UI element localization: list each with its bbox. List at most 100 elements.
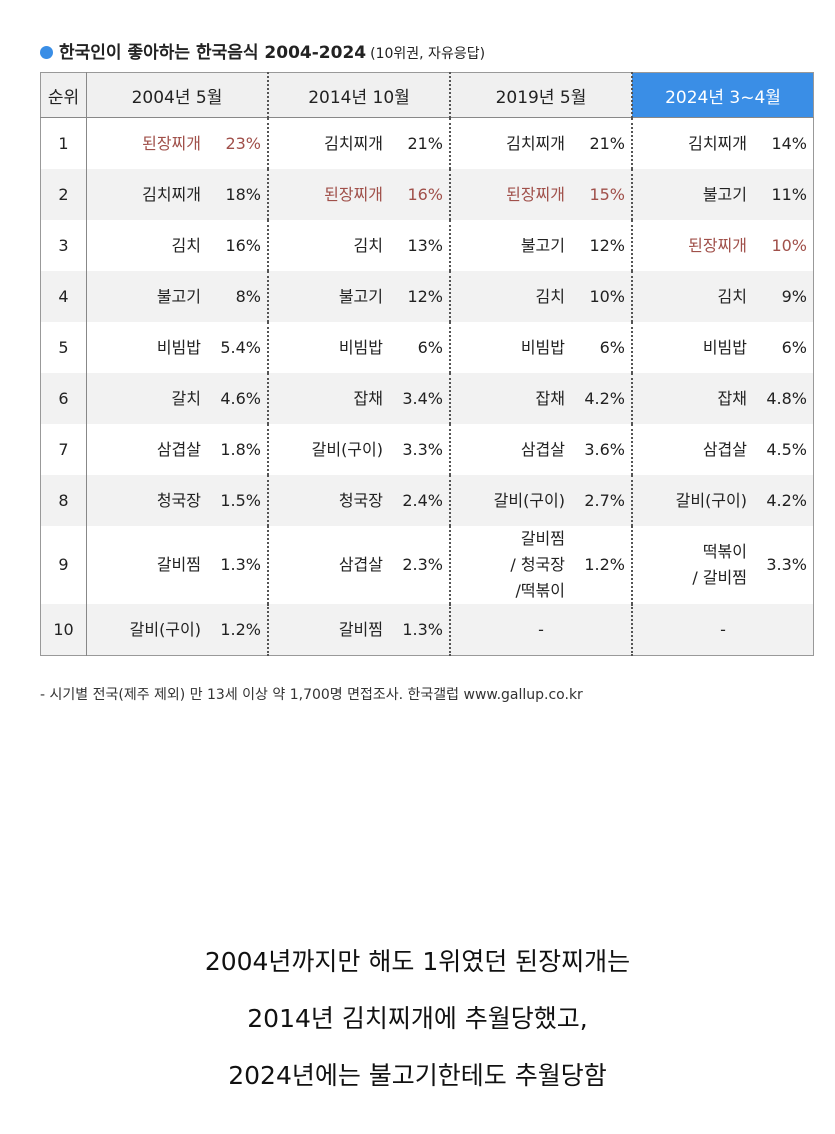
share: 15% bbox=[571, 169, 632, 220]
food-cell: 김치 bbox=[631, 271, 753, 322]
food-name: 갈비찜 bbox=[520, 529, 565, 548]
food-name: /떡볶이 bbox=[515, 581, 565, 600]
food-name: 불고기 bbox=[520, 235, 565, 255]
ranking-table: 순위 2004년 5월 2014년 10월 2019년 5월 2024년 3~4월 1 된장… bbox=[40, 72, 814, 656]
table-row: 10 갈비(구이) 1.2% 갈비찜 1.3% - - bbox=[40, 604, 814, 656]
food-name: 청국장 bbox=[338, 490, 383, 510]
food-cell: 비빔밥 bbox=[631, 322, 753, 373]
table-row: 4 불고기 8% 불고기 12% 김치 10% 김치 9% bbox=[40, 271, 814, 322]
title: 한국인이 좋아하는 한국음식 2004-2024 bbox=[59, 43, 367, 63]
food-name: 삼겹살 bbox=[702, 439, 747, 459]
column-header: 2019년 5월 bbox=[449, 72, 632, 118]
food-name: - bbox=[720, 619, 726, 639]
title-block: 한국인이 좋아하는 한국음식 2004-2024 (10위권, 자유응답) bbox=[40, 38, 485, 63]
share: 1.2% bbox=[584, 555, 625, 574]
caption-line: 2014년 김치찌개에 추월당했고, bbox=[247, 1004, 588, 1033]
food-cell: 잡채 bbox=[631, 373, 753, 424]
food-cell: - bbox=[631, 604, 814, 656]
food-cell: 김치 bbox=[449, 271, 571, 322]
share: 14% bbox=[771, 133, 807, 153]
food-name: 떡볶이 bbox=[702, 542, 747, 561]
food-name: 비빔밥 bbox=[156, 337, 201, 357]
food-cell: 김치찌개 bbox=[267, 117, 389, 169]
food-name: 김치 bbox=[717, 286, 747, 306]
share: 16% bbox=[389, 169, 450, 220]
share: 4.2% bbox=[571, 373, 632, 424]
column-header: 2014년 10월 bbox=[267, 72, 450, 118]
rank: 7 bbox=[40, 424, 87, 475]
table-row: 6 갈치 4.6% 잡채 3.4% 잡채 4.2% 잡채 4.8% bbox=[40, 373, 814, 424]
food-name: 삼겹살 bbox=[338, 555, 383, 574]
food-cell: 된장찌개 bbox=[87, 118, 208, 170]
share: 4.5% bbox=[766, 439, 807, 459]
food-name: 갈치 bbox=[171, 388, 201, 408]
food-name: 김치 bbox=[353, 235, 383, 255]
food-cell: 불고기 bbox=[86, 271, 207, 322]
food-name: 청국장 bbox=[156, 490, 201, 510]
share: 9% bbox=[753, 271, 814, 322]
share: 21% bbox=[589, 133, 625, 153]
column-header: 순위 bbox=[40, 72, 87, 118]
food-name: 불고기 bbox=[156, 286, 201, 306]
food-name: 갈비(구이) bbox=[493, 490, 565, 510]
share: 6% bbox=[417, 337, 443, 357]
food-cell: 청국장 bbox=[267, 475, 389, 526]
food-name: 김치 bbox=[535, 286, 565, 306]
rank: 5 bbox=[40, 322, 87, 373]
food-name: 된장찌개 bbox=[506, 184, 565, 204]
footnote: - 시기별 전국(제주 제외) 만 13세 이상 약 1,700명 면접조사. … bbox=[40, 687, 583, 703]
table-row: 2 김치찌개 18% 된장찌개 16% 된장찌개 15% 불고기 11% bbox=[40, 169, 814, 220]
food-name: 비빔밥 bbox=[702, 337, 747, 357]
food-name: 된장찌개 bbox=[142, 133, 201, 153]
food-cell: 비빔밥 bbox=[87, 322, 208, 373]
table-row: 5 비빔밥 5.4% 비빔밥 6% 비빔밥 6% 비빔밥 6% bbox=[40, 322, 814, 373]
share: 2.7% bbox=[571, 475, 632, 526]
share: 6% bbox=[599, 337, 625, 357]
caption-line: 2024년에는 불고기한테도 추월당함 bbox=[228, 1061, 607, 1090]
food-cell: 갈비(구이) bbox=[267, 424, 389, 475]
food-cell: 갈비(구이) bbox=[631, 475, 753, 526]
share: 3.6% bbox=[584, 439, 625, 459]
food-cell: - bbox=[449, 604, 632, 656]
share: 5.4% bbox=[220, 337, 261, 357]
share: 21% bbox=[407, 133, 443, 153]
share: 2.4% bbox=[389, 475, 450, 526]
food-cell: 된장찌개 bbox=[267, 169, 389, 220]
food-name: 갈비(구이) bbox=[129, 619, 201, 639]
food-name: - bbox=[538, 619, 544, 639]
food-cell: 비빔밥 bbox=[267, 322, 389, 373]
share: 8% bbox=[207, 271, 268, 322]
food-name: 비빔밥 bbox=[520, 337, 565, 357]
food-cell: 갈비찜 / 청국장/떡볶이 bbox=[449, 526, 571, 604]
food-name: 갈비(구이) bbox=[311, 439, 383, 459]
food-cell: 삼겹살 bbox=[449, 424, 571, 475]
rank: 6 bbox=[40, 373, 87, 424]
column-header: 2004년 5월 bbox=[86, 72, 268, 118]
food-name: / 갈비찜 bbox=[692, 568, 747, 587]
rank: 9 bbox=[40, 526, 87, 604]
food-name: 김치찌개 bbox=[506, 133, 565, 153]
column-header: 2024년 3~4월 bbox=[631, 72, 814, 118]
share: 23% bbox=[225, 133, 261, 153]
share: 4.6% bbox=[207, 373, 268, 424]
caption-line: 2004년까지만 해도 1위였던 된장찌개는 bbox=[204, 947, 631, 976]
food-cell: 김치찌개 bbox=[631, 117, 753, 169]
food-cell: 갈치 bbox=[86, 373, 207, 424]
subtitle: (10위권, 자유응답) bbox=[370, 46, 486, 62]
food-name: 갈비(구이) bbox=[675, 490, 747, 510]
share: 16% bbox=[225, 235, 261, 255]
share: 3.3% bbox=[766, 555, 807, 574]
rank: 2 bbox=[40, 169, 87, 220]
food-cell: 김치 bbox=[267, 220, 389, 271]
share: 1.5% bbox=[207, 475, 268, 526]
food-name: 김치찌개 bbox=[688, 133, 747, 153]
food-name: 된장찌개 bbox=[324, 184, 383, 204]
food-cell: 불고기 bbox=[631, 169, 753, 220]
rank: 10 bbox=[40, 604, 87, 656]
food-name: 불고기 bbox=[702, 184, 747, 204]
food-name: / 청국장 bbox=[510, 555, 565, 574]
bullet-dot bbox=[40, 46, 53, 59]
share: 1.8% bbox=[220, 439, 261, 459]
food-cell: 잡채 bbox=[267, 373, 389, 424]
